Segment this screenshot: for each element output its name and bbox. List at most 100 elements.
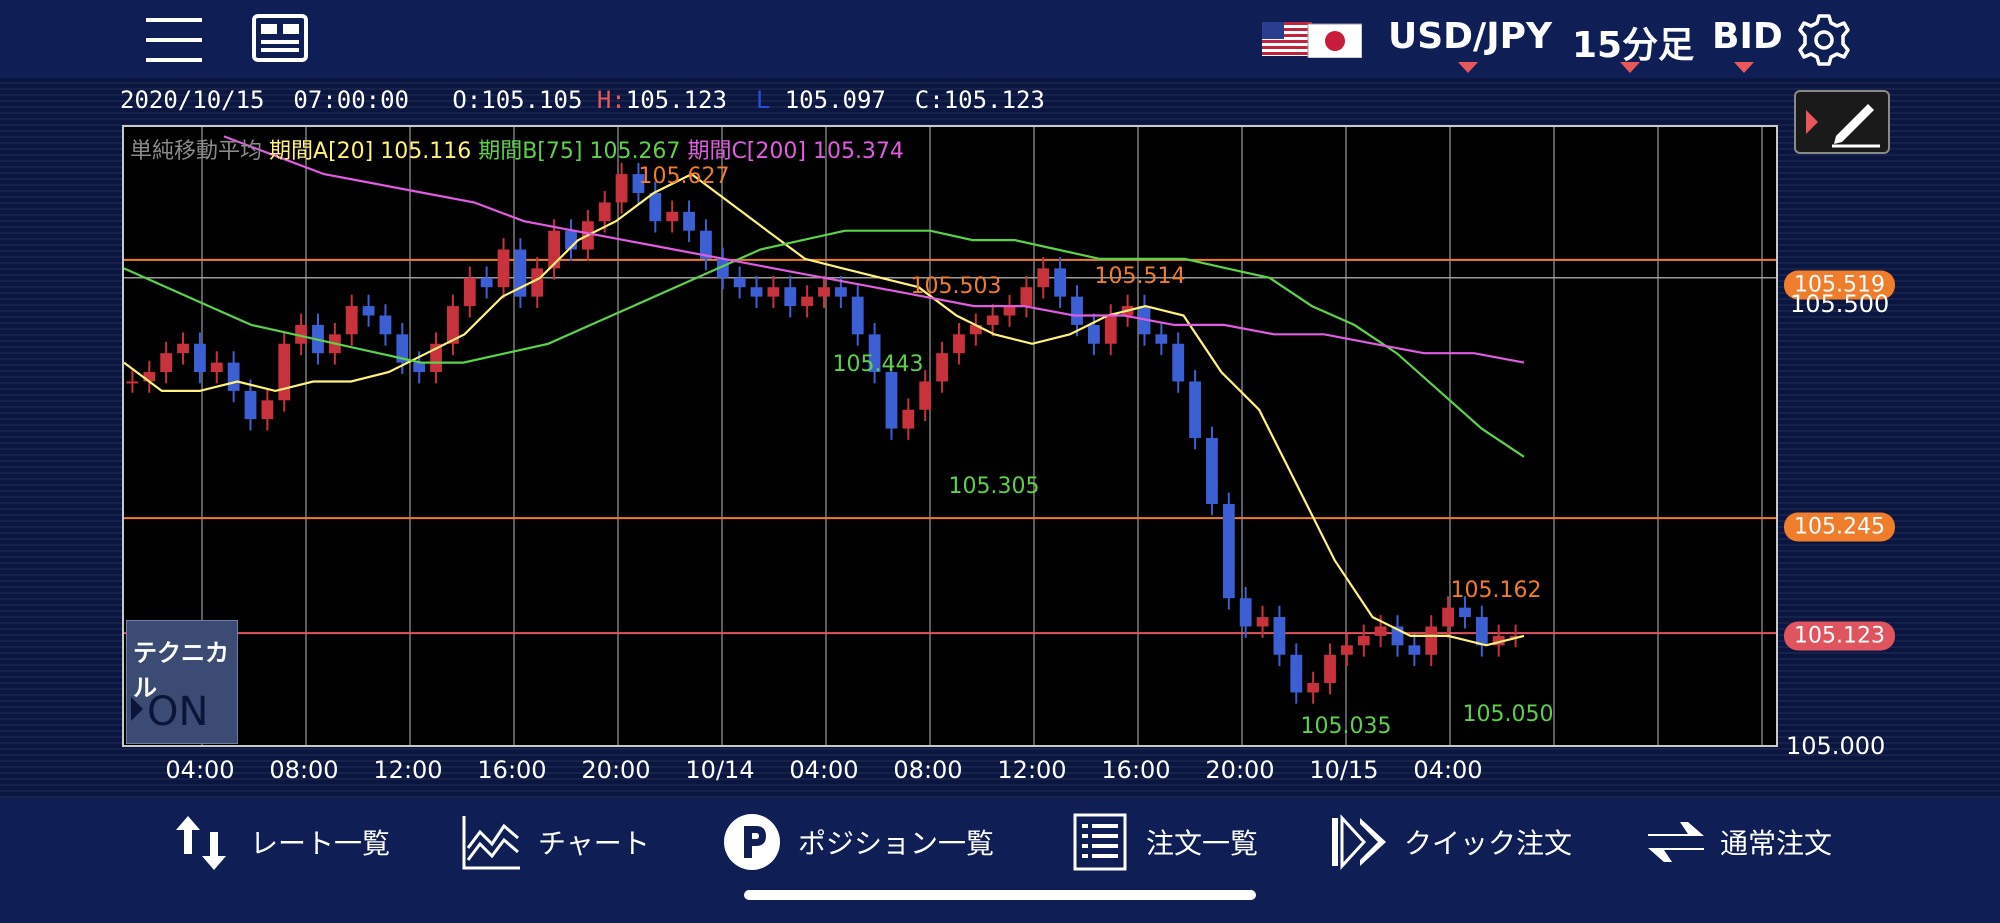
nav-order-list[interactable]: 注文一覧 [1072, 812, 1292, 872]
nav-quick-order[interactable]: クイック注文 [1330, 812, 1590, 872]
order-list-icon [1073, 813, 1127, 871]
candle-body [784, 287, 797, 307]
nav-chart[interactable]: チャート [460, 812, 660, 872]
time-label: 10/14 [685, 756, 755, 784]
candle-body [1374, 626, 1387, 636]
candle-body [683, 211, 695, 231]
candle-body [447, 306, 459, 344]
home-indicator [744, 890, 1256, 900]
candle-body [1020, 287, 1033, 307]
candle-body [1425, 626, 1438, 655]
candle-body [1307, 683, 1320, 693]
time-label: 16:00 [1101, 756, 1171, 784]
low-annotation-2: 105.305 [948, 474, 1040, 499]
candle-body [379, 315, 392, 335]
candle-body [480, 277, 493, 288]
ma-legend: 単純移動平均 期間A[20] 105.116 期間B[75] 105.267 期… [130, 133, 904, 165]
high-annotation-4: 105.162 [1450, 578, 1542, 603]
candle-body [649, 192, 662, 222]
candle-body [767, 287, 780, 297]
time-label: 20:00 [581, 756, 651, 784]
candle-body [1340, 645, 1353, 655]
candle-body [834, 287, 847, 297]
ma-legend-c: 期間C[200] 105.374 [687, 139, 904, 164]
candle-body [818, 287, 830, 297]
timeframe-selector[interactable]: 15分足 [1572, 25, 1695, 66]
candle-body [1475, 617, 1488, 646]
ma-legend-a: 期間A[20] 105.116 [269, 139, 472, 164]
candle-body [902, 409, 915, 429]
time-label: 12:00 [997, 756, 1067, 784]
nav-normal-order[interactable]: 通常注文 [1644, 812, 1844, 872]
layout-grid-icon[interactable] [252, 14, 308, 64]
candle-body [565, 230, 577, 250]
hamburger-menu-icon[interactable] [146, 18, 202, 62]
ma-line [223, 135, 1525, 364]
play-arrow-icon [131, 697, 143, 721]
drawing-tool-button[interactable] [1794, 90, 1890, 154]
nav-normal-order-label: 通常注文 [1720, 827, 1833, 860]
nav-rate-list[interactable]: レート一覧 [170, 812, 410, 872]
close-value: 105.123 [943, 86, 1045, 114]
candle-body [1104, 315, 1117, 344]
candle-body [295, 324, 308, 344]
price-type-selector[interactable]: BID [1712, 16, 1783, 57]
candle-body [143, 372, 156, 382]
low-value: 105.097 [784, 86, 886, 114]
candle-body [1391, 626, 1404, 646]
candle-body [278, 343, 291, 401]
nav-position-list[interactable]: ポジション一覧 [722, 812, 1002, 872]
candle-body [598, 202, 611, 222]
time-label: 08:00 [893, 756, 963, 784]
nav-position-list-label: ポジション一覧 [798, 827, 995, 860]
price-chart[interactable]: 単純移動平均 期間A[20] 105.116 期間B[75] 105.267 期… [122, 125, 1778, 747]
high-annotation-1: 105.627 [638, 164, 730, 189]
candle-body [548, 230, 561, 269]
ma-legend-b: 期間B[75] 105.267 [478, 139, 681, 164]
close-label: C: [914, 86, 944, 114]
rate-list-icon [176, 816, 226, 870]
candle-body [244, 390, 257, 420]
currency-pair[interactable]: USD/JPY [1388, 16, 1553, 57]
time-label: 04:00 [789, 756, 859, 784]
high-annotation-2: 105.503 [910, 274, 1002, 299]
chart-icon [462, 816, 520, 870]
position-icon [724, 814, 780, 870]
candle-body [851, 296, 864, 335]
nav-order-list-label: 注文一覧 [1146, 827, 1259, 860]
gear-icon[interactable] [1796, 12, 1852, 68]
pair-dropdown-icon[interactable] [1458, 62, 1478, 73]
timeframe-dropdown-icon[interactable] [1620, 62, 1640, 73]
candle-body [362, 306, 375, 316]
candle-body [885, 372, 898, 429]
candle-body [1239, 598, 1252, 627]
chart-svg [124, 127, 1776, 745]
candle-body [514, 249, 527, 297]
candle-body [413, 362, 426, 373]
candle-body [210, 362, 223, 373]
candle-body [733, 277, 746, 288]
nav-rate-list-label: レート一覧 [250, 827, 391, 860]
candle-body [1206, 438, 1218, 504]
high-label: H: [596, 86, 626, 114]
low-annotation-4: 105.050 [1462, 702, 1554, 727]
candle-body [1189, 381, 1201, 438]
candle-body [1357, 635, 1370, 646]
high-value: 105.123 [625, 86, 727, 114]
ma-line [124, 229, 1525, 458]
candle-body [1071, 296, 1083, 325]
low-annotation-3: 105.035 [1300, 714, 1392, 739]
candle-body [1222, 503, 1235, 599]
candle-body [632, 174, 645, 193]
time-label: 04:00 [1413, 756, 1483, 784]
candle-body [1290, 654, 1303, 693]
candle-body [463, 277, 476, 307]
candle-body [1037, 268, 1050, 288]
technical-toggle[interactable]: テクニカル ON [126, 620, 238, 744]
candle-body [177, 343, 189, 354]
candle-body [126, 381, 139, 384]
candle-body [1324, 654, 1336, 684]
candle-body [969, 324, 982, 335]
price-type-dropdown-icon[interactable] [1734, 62, 1754, 73]
time-label: 08:00 [269, 756, 339, 784]
